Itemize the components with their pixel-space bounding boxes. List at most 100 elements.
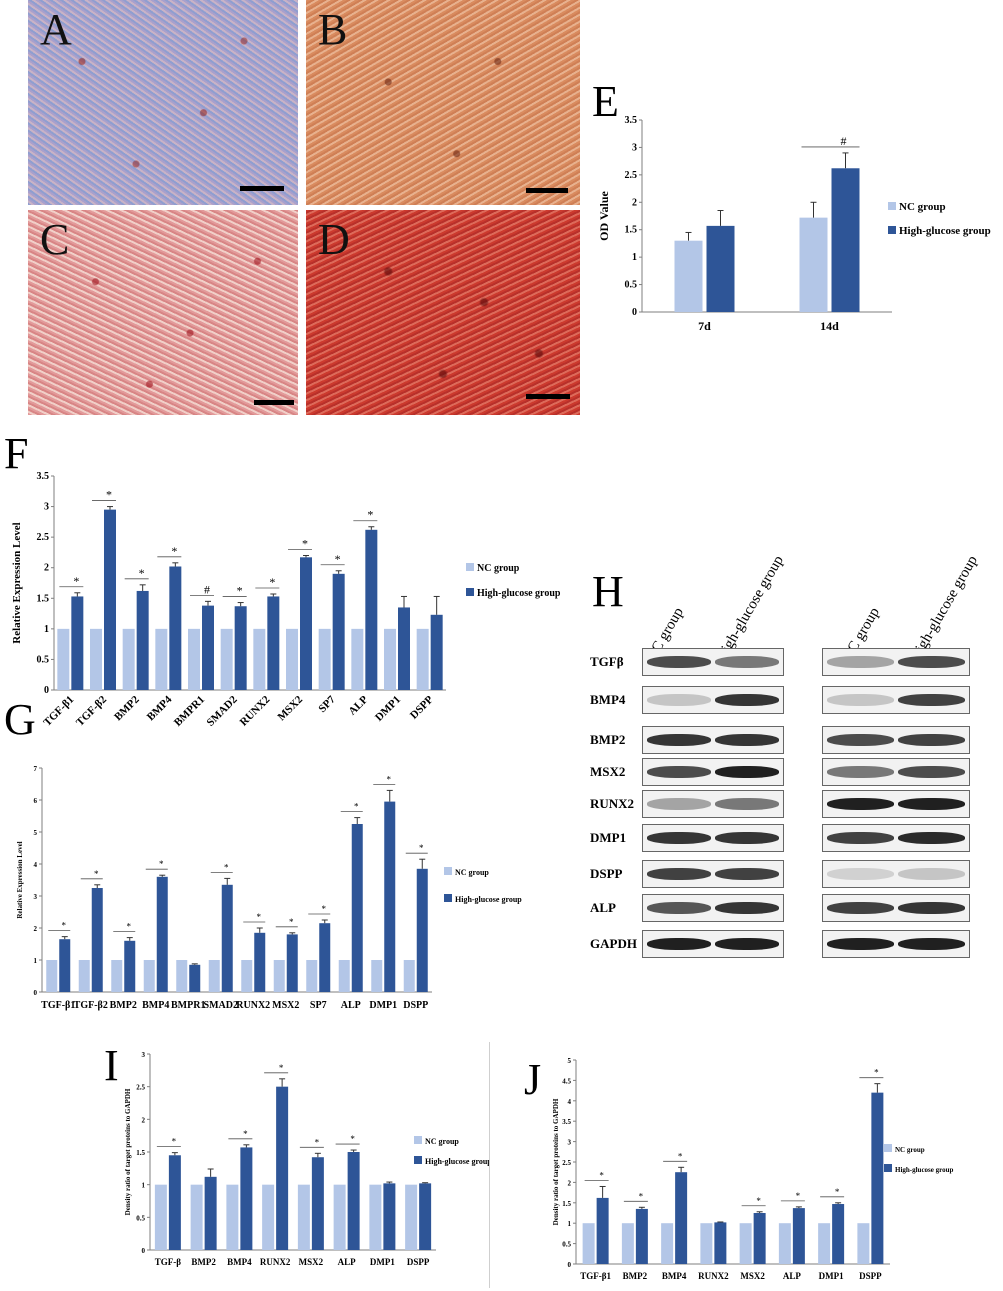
significance-mark: * bbox=[756, 1196, 761, 1206]
blot-band bbox=[827, 832, 894, 844]
panel-letter-g: G bbox=[4, 695, 36, 744]
bar-nc bbox=[273, 960, 285, 992]
bar-high-glucose bbox=[753, 1213, 766, 1264]
blot-band bbox=[898, 902, 965, 914]
x-tick-label: BMPR1 bbox=[171, 1000, 205, 1011]
micrograph-b: B bbox=[306, 0, 580, 205]
blot-band bbox=[898, 938, 965, 950]
x-tick-label: SP7 bbox=[316, 693, 338, 715]
y-tick-label: 4.5 bbox=[562, 1077, 571, 1085]
bar-nc bbox=[416, 628, 429, 690]
blot-band bbox=[898, 798, 965, 810]
y-tick-label: 3.5 bbox=[625, 115, 638, 126]
x-tick-label: 7d bbox=[698, 319, 711, 333]
y-axis-label: OD Value bbox=[598, 190, 611, 240]
y-tick-label: 6 bbox=[34, 797, 38, 805]
bar-high-glucose bbox=[831, 168, 860, 312]
x-tick-label: BMP2 bbox=[112, 693, 142, 723]
significance-mark: * bbox=[73, 574, 79, 588]
x-tick-label: BMP4 bbox=[227, 1257, 252, 1267]
chart-f: 0 0.5 1 1.5 2 2.5 3 3.5 Relative Expression Leve… bbox=[11, 471, 561, 729]
blot-band bbox=[715, 832, 779, 844]
x-tick-label: DSPP bbox=[403, 1000, 428, 1011]
x-tick-label: SMAD2 bbox=[205, 693, 241, 729]
y-tick-label: 0 bbox=[44, 685, 49, 696]
bar-nc bbox=[857, 1223, 870, 1264]
x-tick-label: BMP4 bbox=[662, 1271, 687, 1281]
scale-bar bbox=[240, 186, 284, 191]
y-tick-label: 3.5 bbox=[37, 471, 50, 482]
x-tick-label: TGF-β1 bbox=[41, 694, 76, 729]
blot-band bbox=[827, 694, 894, 706]
legend-label: High-glucose group bbox=[899, 225, 991, 237]
western-blot: NC group High-glucose group NC group Hig… bbox=[590, 553, 1000, 960]
scale-bar bbox=[526, 394, 570, 399]
y-axis-label: Relative Expression Level bbox=[11, 522, 23, 643]
bar-nc bbox=[57, 628, 70, 690]
blot-row-label: BMP4 bbox=[590, 692, 626, 707]
legend-label: High-glucose group bbox=[895, 1166, 954, 1174]
bar-nc bbox=[286, 628, 298, 690]
y-tick-label: 2 bbox=[142, 1116, 146, 1124]
bar-high-glucose bbox=[136, 590, 149, 690]
x-tick-label: ALP bbox=[341, 1000, 361, 1011]
x-tick-label: DMP1 bbox=[373, 694, 403, 724]
significance-mark: * bbox=[354, 802, 359, 812]
x-tick-label: TGF-β bbox=[155, 1257, 181, 1267]
x-tick-label: SP7 bbox=[310, 1000, 327, 1011]
significance-mark: # bbox=[204, 582, 210, 596]
legend-swatch bbox=[444, 894, 452, 902]
y-tick-label: 1 bbox=[44, 624, 49, 635]
y-tick-label: 2 bbox=[568, 1179, 572, 1187]
significance-mark: # bbox=[841, 134, 847, 148]
blot-row-label: ALP bbox=[590, 900, 616, 915]
legend-label: NC group bbox=[477, 563, 520, 574]
legend-swatch bbox=[414, 1156, 422, 1164]
bar-nc bbox=[700, 1223, 713, 1264]
significance-mark: * bbox=[874, 1068, 879, 1078]
blot-band bbox=[898, 694, 965, 706]
bar-nc bbox=[351, 628, 364, 690]
bar-high-glucose bbox=[596, 1197, 609, 1264]
significance-mark: * bbox=[289, 917, 294, 927]
panel-letter-a: A bbox=[40, 5, 72, 54]
y-tick-label: 0.5 bbox=[625, 280, 638, 291]
legend-swatch bbox=[466, 563, 474, 571]
y-tick-label: 1.5 bbox=[136, 1149, 145, 1157]
bar-high-glucose bbox=[204, 1176, 217, 1250]
x-tick-label: BMP2 bbox=[191, 1257, 216, 1267]
blot-band bbox=[898, 656, 965, 668]
scale-bar bbox=[254, 400, 294, 405]
blot-band bbox=[715, 766, 779, 778]
x-tick-label: DSPP bbox=[408, 693, 436, 721]
scale-bar bbox=[526, 188, 568, 193]
bar-high-glucose bbox=[332, 573, 345, 690]
bar-nc bbox=[582, 1223, 595, 1264]
x-tick-label: ALP bbox=[783, 1271, 802, 1281]
x-tick-label: BMP2 bbox=[623, 1271, 648, 1281]
panel-letter-j: J bbox=[524, 1055, 542, 1104]
bar-nc bbox=[46, 960, 58, 992]
panel-letter-h: H bbox=[592, 567, 624, 616]
blot-strip bbox=[822, 726, 970, 754]
blot-band bbox=[715, 656, 779, 668]
blot-band bbox=[647, 832, 711, 844]
y-tick-label: 3 bbox=[44, 502, 49, 513]
y-tick-label: 7 bbox=[34, 765, 38, 773]
blot-band bbox=[827, 734, 894, 746]
significance-mark: * bbox=[237, 584, 243, 598]
y-tick-label: 5 bbox=[568, 1057, 572, 1065]
y-tick-label: 2 bbox=[34, 925, 38, 933]
significance-mark: * bbox=[94, 869, 99, 879]
chart-e: 0 0.5 1 1.5 2 2.5 3 3.5 OD Value 7d #14d NC group Hi… bbox=[598, 115, 991, 333]
blot-band bbox=[827, 798, 894, 810]
blot-row-label: TGFβ bbox=[590, 654, 624, 669]
bar-high-glucose bbox=[267, 596, 280, 690]
y-tick-label: 1 bbox=[142, 1182, 146, 1190]
significance-mark: * bbox=[159, 859, 164, 869]
x-tick-label: MSX2 bbox=[740, 1271, 765, 1281]
bar-nc bbox=[371, 960, 383, 992]
bar-nc bbox=[220, 628, 233, 690]
blot-band bbox=[715, 798, 779, 810]
legend-label: High-glucose group bbox=[477, 588, 561, 599]
